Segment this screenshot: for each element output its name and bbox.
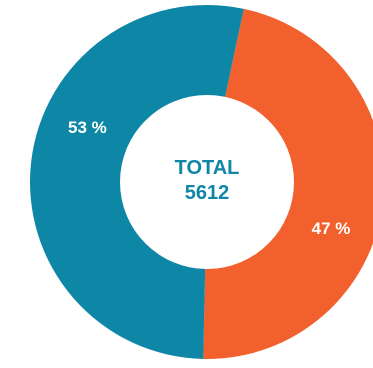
labels-layer: 47 % 53 %	[68, 118, 350, 238]
slice-label-1: 47 %	[312, 219, 351, 238]
donut-hole	[120, 95, 294, 269]
center-total-value: 5612	[185, 182, 230, 204]
slice-label-0: 53 %	[68, 118, 107, 137]
center-total-title: TOTAL	[175, 157, 240, 179]
